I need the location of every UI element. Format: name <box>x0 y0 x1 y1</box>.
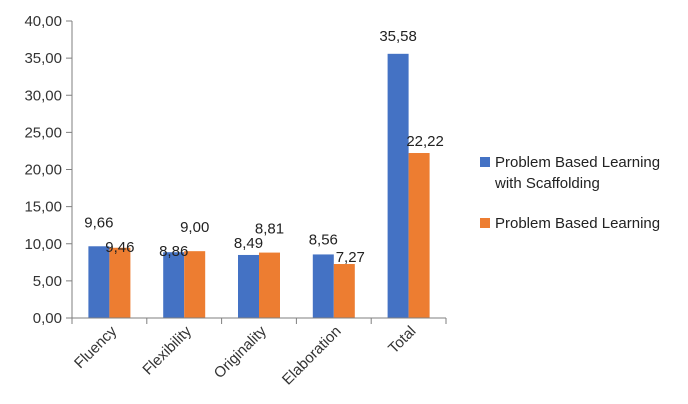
y-tick-label: 5,00 <box>33 273 62 290</box>
category-labels: Fluency Flexibility Originality Elaboration… <box>71 322 419 388</box>
y-tick-label: 20,00 <box>24 162 62 179</box>
y-tick-label: 35,00 <box>24 50 62 67</box>
x-tick-label: Fluency <box>71 322 121 372</box>
bar <box>163 252 185 318</box>
data-label: 8,49 <box>234 235 263 252</box>
legend-label: Problem Based Learning <box>495 215 660 232</box>
data-label: 8,56 <box>309 231 338 248</box>
bar <box>88 246 110 318</box>
y-tick-label: 40,00 <box>24 13 62 30</box>
data-label: 9,66 <box>84 214 113 231</box>
bar <box>109 247 131 318</box>
data-label: 9,46 <box>105 239 134 256</box>
legend-label-line: Problem Based Learning <box>495 154 660 171</box>
y-tick-label: 0,00 <box>33 310 62 327</box>
x-tick-label: Total <box>385 323 419 357</box>
data-label: 9,00 <box>180 219 209 236</box>
y-tick-label: 30,00 <box>24 87 62 104</box>
bars <box>88 53 430 318</box>
bar <box>333 264 355 318</box>
data-labels: 9,66 9,46 8,86 9,00 8,498,81 8,567,27 35,58 22,… <box>84 28 444 266</box>
axes <box>71 21 447 324</box>
bar <box>238 254 259 318</box>
data-label: 35,58 <box>379 28 417 45</box>
bar <box>184 251 206 318</box>
bar <box>387 53 409 318</box>
y-tick-label: 25,00 <box>24 124 62 141</box>
bar <box>312 254 334 318</box>
legend-label: Problem Based Learning with Scaffolding <box>494 154 660 192</box>
x-tick-label: Originality <box>211 322 271 382</box>
y-tick-label: 15,00 <box>24 199 62 216</box>
x-tick-label: Elaboration <box>279 323 345 389</box>
data-label: 8,81 <box>255 221 284 238</box>
data-label: 22,22 <box>406 133 444 150</box>
legend-label-line: with Scaffolding <box>494 175 600 192</box>
legend-swatch <box>480 157 490 167</box>
legend-swatch <box>480 218 490 228</box>
y-tick-label: 10,00 <box>24 236 62 253</box>
data-label: 7,27 <box>336 249 365 266</box>
bar <box>259 252 280 318</box>
bar <box>408 153 430 318</box>
legend-label-line: Problem Based Learning <box>495 215 660 232</box>
y-axis-ticks: 0,00 5,00 10,00 15,00 20,00 25,00 30,00 35,00 40… <box>24 13 72 327</box>
data-label: 8,86 <box>159 243 188 260</box>
x-tick-label: Flexibility <box>139 322 195 378</box>
legend: Problem Based Learning with ScaffoldingPr… <box>480 154 660 232</box>
